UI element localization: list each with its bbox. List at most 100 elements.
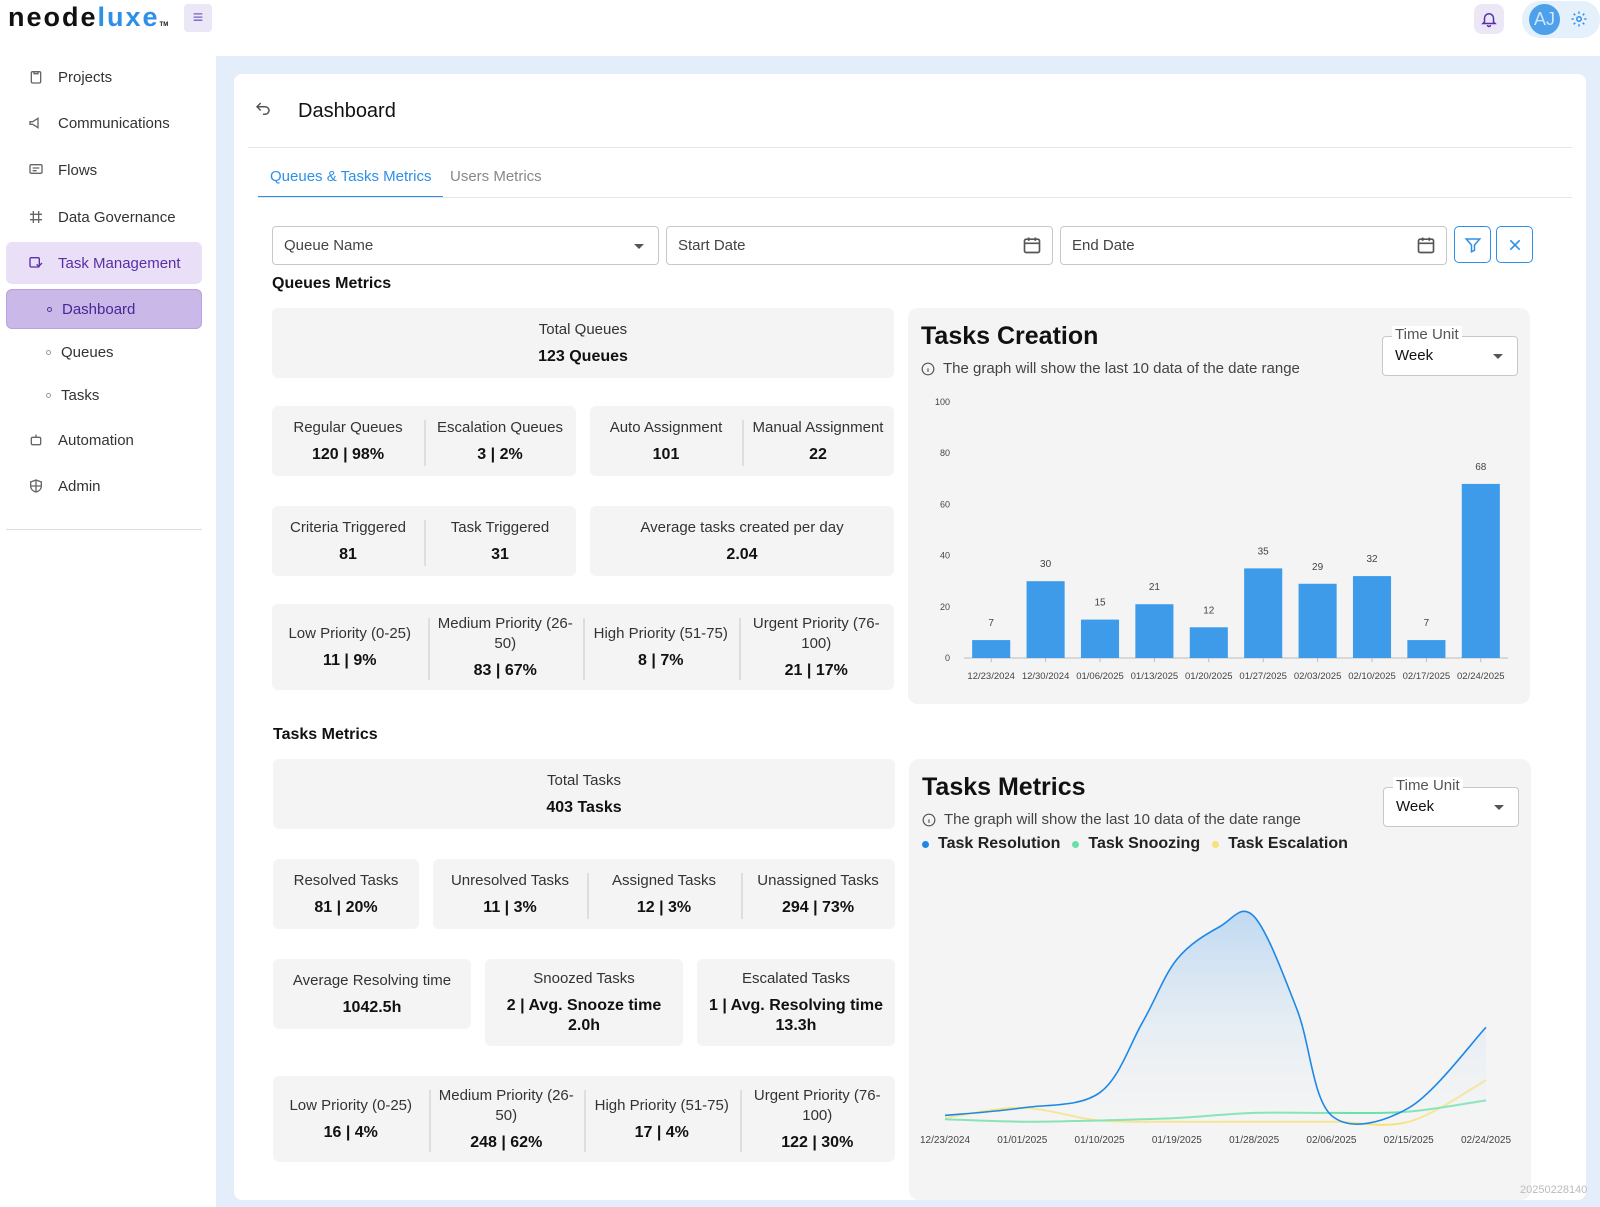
- queues-metrics-title: Queues Metrics: [272, 275, 392, 292]
- x-tick-label: 01/28/2025: [1229, 1135, 1279, 1146]
- series-line-task-resolution: [944, 910, 1487, 1125]
- avg-resolving-box: Average Resolving time 1042.5h: [273, 959, 471, 1029]
- sidebar-item-projects[interactable]: Projects: [6, 56, 202, 98]
- robot-icon: [30, 434, 42, 446]
- metric-label: Escalation Queues: [437, 418, 563, 436]
- bar-data-label: 21: [1149, 582, 1161, 593]
- legend-item-task-snoozing[interactable]: Task Snoozing: [1072, 835, 1200, 853]
- chart-note: The graph will show the last 10 data of …: [922, 811, 1301, 828]
- tasks-creation-card: Tasks Creation The graph will show the l…: [908, 308, 1530, 704]
- back-arrow-icon[interactable]: [254, 100, 272, 118]
- metric-value: 248 | 62%: [470, 1133, 543, 1151]
- sidebar-item-data-governance[interactable]: Data Governance: [6, 196, 202, 238]
- y-tick-label: 60: [940, 499, 950, 509]
- metric-value: 3 | 2%: [477, 445, 523, 463]
- clear-filters-button[interactable]: [1496, 226, 1533, 263]
- start-date-placeholder: Start Date: [678, 237, 746, 254]
- chart-title: Tasks Creation: [921, 322, 1099, 350]
- tab-queues-tasks-metrics[interactable]: Queues & Tasks Metrics: [258, 168, 444, 198]
- metric-label: Medium Priority (26-50): [437, 614, 573, 652]
- chart-note: The graph will show the last 10 data of …: [921, 360, 1300, 377]
- sidebar-item-flows[interactable]: Flows: [6, 149, 202, 191]
- calendar-icon[interactable]: [1022, 235, 1042, 255]
- x-tick-label: 12/23/2024: [967, 671, 1015, 682]
- bar: [972, 640, 1011, 658]
- series-area-task-resolution: [945, 911, 1486, 1125]
- header-divider: [248, 147, 1572, 148]
- total-tasks-box: Total Tasks 403 Tasks: [273, 759, 895, 829]
- start-date-field[interactable]: Start Date: [666, 226, 1053, 265]
- sidebar-subitem-dashboard[interactable]: Dashboard: [6, 289, 202, 329]
- sidebar-item-communications[interactable]: Communications: [6, 102, 202, 144]
- end-date-field[interactable]: End Date: [1060, 226, 1447, 265]
- metric-value: 101: [652, 445, 680, 463]
- hamburger-icon: ≡: [192, 7, 204, 27]
- time-unit-select[interactable]: Time Unit Week: [1383, 777, 1519, 827]
- legend-item-task-escalation[interactable]: Task Escalation: [1212, 835, 1348, 853]
- metric-value: 81: [339, 545, 357, 563]
- sidebar-divider: [6, 529, 202, 530]
- metric-label: Task Triggered: [450, 518, 550, 536]
- end-date-placeholder: End Date: [1072, 237, 1135, 254]
- metric-label: Unassigned Tasks: [757, 871, 879, 889]
- user-menu[interactable]: AJ: [1522, 1, 1600, 38]
- gear-icon[interactable]: [1570, 10, 1588, 28]
- metric-label: Total Queues: [538, 320, 628, 338]
- sidebar-subitem-queues[interactable]: Queues: [6, 332, 202, 372]
- legend-dot: [1072, 840, 1080, 848]
- metric-label: Medium Priority (26-50): [438, 1086, 574, 1124]
- queue-types-box: Regular Queues 120 | 98% Escalation Queue…: [272, 406, 576, 476]
- sidebar-item-label: Automation: [58, 431, 134, 449]
- avatar[interactable]: AJ: [1529, 4, 1560, 35]
- sidebar-item-admin[interactable]: Admin: [6, 465, 202, 507]
- x-tick-label: 01/27/2025: [1239, 671, 1287, 682]
- bell-icon: [1481, 13, 1497, 28]
- bar: [1135, 604, 1174, 658]
- x-tick-label: 02/24/2025: [1461, 1135, 1511, 1146]
- sidebar-item-automation[interactable]: Automation: [6, 419, 202, 461]
- bar-data-label: 7: [1424, 618, 1430, 629]
- bar-data-label: 29: [1312, 562, 1324, 573]
- queue-priority-box: Low Priority (0-25) 11 | 9% Medium Priori…: [272, 604, 894, 690]
- x-tick-label: 12/23/2024: [920, 1135, 970, 1146]
- menu-toggle-button[interactable]: ≡: [184, 4, 212, 32]
- bar: [1244, 568, 1283, 658]
- metric-label: Low Priority (0-25): [288, 624, 412, 642]
- legend-label: Task Snoozing: [1088, 835, 1201, 852]
- chevron-down-icon: [634, 244, 644, 249]
- legend-label: Task Resolution: [938, 835, 1061, 852]
- calendar-icon[interactable]: [1416, 235, 1436, 255]
- metric-label: Assigned Tasks: [612, 871, 716, 889]
- bullet-icon: [46, 349, 51, 355]
- tabs-divider: [258, 197, 1572, 198]
- bar: [1407, 640, 1446, 658]
- sidebar-item-task-management[interactable]: Task Management: [6, 242, 202, 284]
- tab-users-metrics[interactable]: Users Metrics: [450, 168, 542, 185]
- metric-value: 1 | Avg. Resolving time 13.3h: [709, 997, 883, 1034]
- metric-label: Auto Assignment: [609, 418, 723, 436]
- sidebar-subitem-tasks[interactable]: Tasks: [6, 375, 202, 415]
- message-icon: [29, 164, 43, 174]
- metric-label: Average Resolving time: [292, 971, 452, 989]
- metric-label: High Priority (51-75): [593, 624, 728, 642]
- time-unit-label: Time Unit: [1392, 326, 1462, 344]
- sidebar-item-label: Communications: [58, 114, 170, 132]
- notifications-button[interactable]: [1474, 4, 1504, 34]
- snoozed-tasks-box: Snoozed Tasks 2 | Avg. Snooze time 2.0h: [485, 959, 683, 1046]
- logo: neodeluxeTM: [8, 2, 169, 32]
- time-unit-value: Week: [1396, 798, 1435, 815]
- bar: [1026, 581, 1065, 658]
- escalated-tasks-box: Escalated Tasks 1 | Avg. Resolving time 1…: [697, 959, 895, 1046]
- metric-value: 12 | 3%: [636, 898, 692, 916]
- metric-label: Escalated Tasks: [741, 970, 851, 987]
- time-unit-select[interactable]: Time Unit Week: [1382, 326, 1518, 376]
- bar: [1298, 583, 1337, 658]
- filter-button[interactable]: [1454, 226, 1491, 263]
- queue-name-select[interactable]: Queue Name: [272, 226, 659, 265]
- metric-value: 2.04: [726, 545, 758, 563]
- metric-label: Manual Assignment: [752, 418, 884, 436]
- task-status-box: Unresolved Tasks 11 | 3% Assigned Tasks 12…: [433, 859, 895, 929]
- resolved-tasks-box: Resolved Tasks 81 | 20%: [273, 859, 419, 929]
- legend-item-task-resolution[interactable]: Task Resolution: [922, 835, 1060, 853]
- bar: [1080, 619, 1120, 658]
